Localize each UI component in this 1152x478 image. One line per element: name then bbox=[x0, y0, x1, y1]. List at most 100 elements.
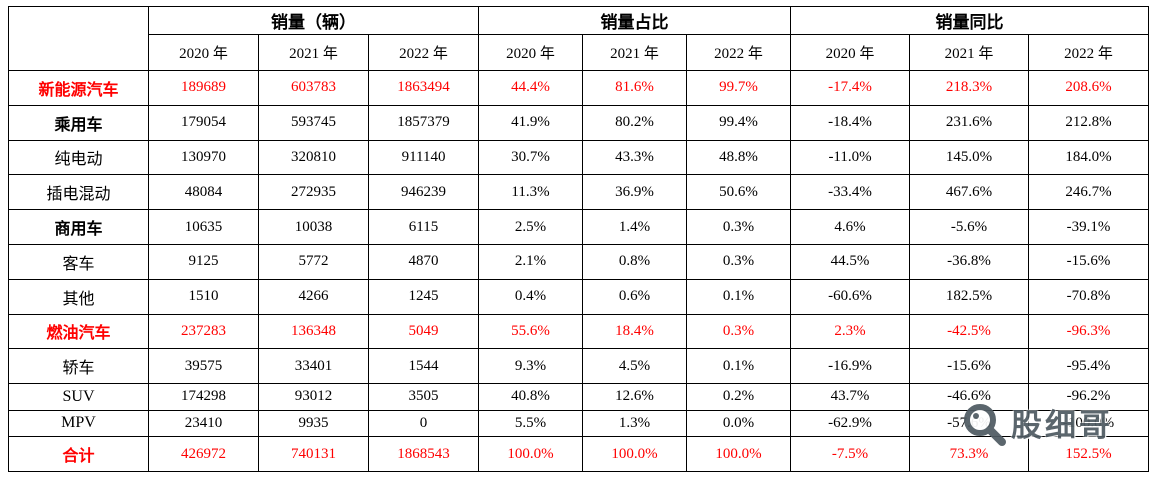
watermark: 股细哥 bbox=[960, 399, 1148, 451]
corner-cell bbox=[8, 6, 149, 71]
value-cell: 50.6% bbox=[686, 174, 792, 211]
value-cell: 2.1% bbox=[478, 243, 584, 280]
value-cell: 99.7% bbox=[686, 70, 792, 106]
value-cell: 44.5% bbox=[790, 243, 911, 280]
value-cell: 30.7% bbox=[478, 139, 584, 176]
row-label: 纯电动 bbox=[8, 139, 149, 176]
value-cell: 4870 bbox=[367, 243, 480, 280]
value-cell: 231.6% bbox=[909, 104, 1030, 141]
value-cell: 9.3% bbox=[478, 348, 584, 385]
table-row: MPV23410993505.5%1.3%0.0%-62.9%-57.6%-10… bbox=[8, 409, 1150, 438]
value-cell: 179054 bbox=[148, 104, 259, 141]
table-row: 轿车 39575 33401 1544 9.3% 4.5% 0.1% -16.9% -15.6%… bbox=[8, 348, 1150, 385]
value-cell: 5049 bbox=[367, 313, 480, 350]
value-cell: -100.0% bbox=[1028, 409, 1150, 438]
value-cell: 0.3% bbox=[686, 243, 792, 280]
value-cell: 9125 bbox=[148, 243, 259, 280]
value-cell: 6115 bbox=[367, 209, 480, 245]
value-cell: 946239 bbox=[367, 174, 480, 211]
value-cell: 3505 bbox=[367, 383, 480, 411]
watermark-text: 股细哥 bbox=[1011, 407, 1113, 443]
value-cell: 100.0% bbox=[582, 436, 688, 472]
value-cell: 182.5% bbox=[909, 278, 1030, 315]
value-cell: -5.6% bbox=[909, 209, 1030, 245]
year-header: 2020 年 bbox=[478, 34, 584, 71]
row-label: 乘用车 bbox=[8, 104, 149, 141]
value-cell: 0.2% bbox=[686, 383, 792, 411]
value-cell: 0.4% bbox=[478, 278, 584, 315]
value-cell: 18.4% bbox=[582, 313, 688, 350]
value-cell: 1868543 bbox=[367, 436, 480, 472]
value-cell: -95.4% bbox=[1028, 348, 1150, 385]
row-label: 商用车 bbox=[8, 209, 149, 245]
row-label: 客车 bbox=[8, 243, 149, 280]
value-cell: 740131 bbox=[258, 436, 369, 472]
table-row: 纯电动 130970 320810 911140 30.7% 43.3% 48.8% -11.… bbox=[8, 139, 1150, 176]
value-cell: -46.6% bbox=[909, 383, 1030, 411]
value-cell: 0.8% bbox=[582, 243, 688, 280]
value-cell: 0.3% bbox=[686, 313, 792, 350]
table-row: 乘用车 179054 593745 1857379 41.9% 80.2% 99.4% -18… bbox=[8, 104, 1150, 141]
year-header: 2022 年 bbox=[367, 34, 480, 71]
year-header: 2021 年 bbox=[909, 34, 1030, 71]
table-row: SUV 174298 93012 3505 40.8% 12.6% 0.2% 43.7% -46… bbox=[8, 383, 1150, 411]
group-header-sales-volume: 销量（辆） bbox=[147, 6, 480, 35]
value-cell: 10635 bbox=[148, 209, 259, 245]
value-cell: 130970 bbox=[148, 139, 259, 176]
year-header: 2021 年 bbox=[582, 34, 688, 71]
value-cell: 5772 bbox=[258, 243, 369, 280]
value-cell: -60.6% bbox=[790, 278, 911, 315]
year-header: 2022 年 bbox=[686, 34, 792, 71]
value-cell: 145.0% bbox=[909, 139, 1030, 176]
value-cell: 55.6% bbox=[478, 313, 584, 350]
value-cell: 272935 bbox=[258, 174, 369, 211]
value-cell: 40.8% bbox=[478, 383, 584, 411]
value-cell: 73.3% bbox=[909, 436, 1030, 472]
value-cell: 48084 bbox=[148, 174, 259, 211]
value-cell: 4.5% bbox=[582, 348, 688, 385]
value-cell: 2.3% bbox=[790, 313, 911, 350]
value-cell: 48.8% bbox=[686, 139, 792, 176]
value-cell: -15.6% bbox=[909, 348, 1030, 385]
value-cell: -42.5% bbox=[909, 313, 1030, 350]
value-cell: -7.5% bbox=[790, 436, 911, 472]
value-cell: -33.4% bbox=[790, 174, 911, 211]
value-cell: 0.0% bbox=[686, 409, 792, 438]
value-cell: 218.3% bbox=[909, 70, 1030, 106]
value-cell: 0.1% bbox=[686, 348, 792, 385]
table-row: 插电混动 48084 272935 946239 11.3% 36.9% 50.6% -33.… bbox=[8, 174, 1150, 211]
group-header-sales-share: 销量占比 bbox=[478, 6, 792, 35]
value-cell: 0.3% bbox=[686, 209, 792, 245]
row-label: 其他 bbox=[8, 278, 149, 315]
value-cell: 11.3% bbox=[478, 174, 584, 211]
value-cell: -11.0% bbox=[790, 139, 911, 176]
value-cell: 152.5% bbox=[1028, 436, 1150, 472]
value-cell: 320810 bbox=[258, 139, 369, 176]
table-row: 合计 426972 740131 1868543 100.0% 100.0% 100.0% -… bbox=[8, 436, 1150, 472]
value-cell: 1863494 bbox=[367, 70, 480, 106]
value-cell: 1857379 bbox=[367, 104, 480, 141]
value-cell: 1544 bbox=[367, 348, 480, 385]
value-cell: -36.8% bbox=[909, 243, 1030, 280]
table-row: 其他 1510 4266 1245 0.4% 0.6% 0.1% -60.6% 182.5% -7… bbox=[8, 278, 1150, 315]
value-cell: 1.3% bbox=[582, 409, 688, 438]
value-cell: 136348 bbox=[258, 313, 369, 350]
table-row: 客车 9125 5772 4870 2.1% 0.8% 0.3% 44.5% -36.8% -15… bbox=[8, 243, 1150, 280]
value-cell: 174298 bbox=[148, 383, 259, 411]
row-label: 合计 bbox=[8, 436, 149, 472]
value-cell: 23410 bbox=[148, 409, 259, 438]
row-label: SUV bbox=[8, 383, 149, 411]
value-cell: 593745 bbox=[258, 104, 369, 141]
value-cell: 80.2% bbox=[582, 104, 688, 141]
year-header: 2020 年 bbox=[148, 34, 259, 71]
vehicle-sales-table: 销量（辆） 销量占比 销量同比 2020 年 2021 年 2022 年 2020 年… bbox=[8, 6, 1150, 472]
group-header-sales-yoy: 销量同比 bbox=[790, 6, 1150, 35]
row-label: MPV bbox=[8, 409, 149, 438]
year-header: 2021 年 bbox=[258, 34, 369, 71]
value-cell: 44.4% bbox=[478, 70, 584, 106]
table-row: 新能源汽车 189689 603783 1863494 44.4% 81.6% 99.7% -… bbox=[8, 70, 1150, 106]
value-cell: 0.1% bbox=[686, 278, 792, 315]
value-cell: 237283 bbox=[148, 313, 259, 350]
value-cell: -96.3% bbox=[1028, 313, 1150, 350]
